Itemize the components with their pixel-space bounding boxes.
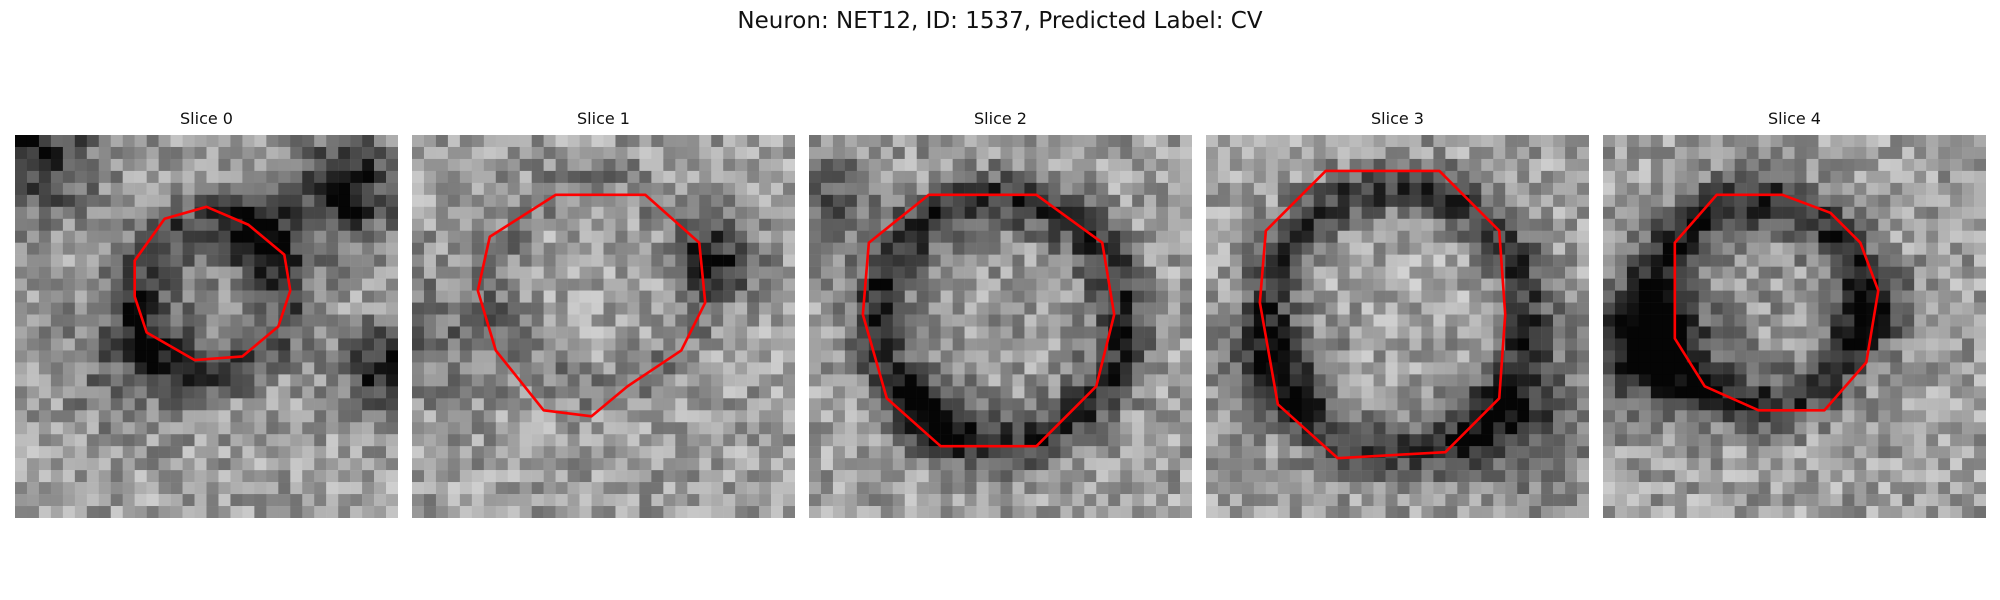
slice-title-4: Slice 4	[1768, 109, 1821, 128]
contour-outline	[861, 193, 1116, 448]
slice-title-1: Slice 1	[577, 109, 630, 128]
slice-panel-2: Slice 2	[809, 105, 1192, 518]
contour-outline	[1258, 169, 1507, 460]
slice-image-4	[1603, 135, 1986, 518]
slice-title-3: Slice 3	[1371, 109, 1424, 128]
slice-image-1	[412, 135, 795, 518]
slice-panel-4: Slice 4	[1603, 105, 1986, 518]
contour-outline	[133, 205, 292, 362]
slice-panel-1: Slice 1	[412, 105, 795, 518]
contour-outline	[1673, 193, 1880, 412]
slice-image-2	[809, 135, 1192, 518]
slice-image-3	[1206, 135, 1589, 518]
slice-image-0	[15, 135, 398, 518]
slice-panel-3: Slice 3	[1206, 105, 1589, 518]
slice-title-2: Slice 2	[974, 109, 1027, 128]
figure-title: Neuron: NET12, ID: 1537, Predicted Label…	[737, 8, 1263, 34]
slice-title-0: Slice 0	[180, 109, 233, 128]
slice-panel-0: Slice 0	[15, 105, 398, 518]
contour-outline	[476, 193, 707, 418]
